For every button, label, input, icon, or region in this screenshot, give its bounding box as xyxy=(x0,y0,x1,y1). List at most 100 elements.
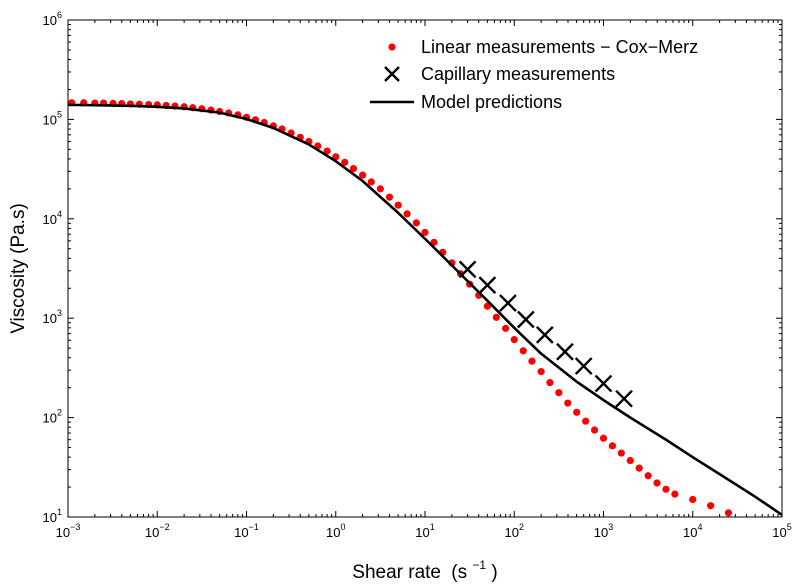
x-tick-base: 10 xyxy=(772,525,786,540)
linear-measurement-point xyxy=(617,449,625,457)
y-tick-exp: 4 xyxy=(57,209,62,219)
legend-entry-capillary: Capillary measurements xyxy=(384,64,615,84)
x-tick-exp: −3 xyxy=(70,522,80,532)
x-axis-label-unit-exp: −1 xyxy=(472,558,486,572)
x-tick-exp: 4 xyxy=(697,522,702,532)
y-tick-base: 10 xyxy=(43,311,57,326)
linear-measurement-point xyxy=(349,164,358,173)
y-tick-exp: 5 xyxy=(57,109,62,119)
legend: Linear measurements − Cox−Merz Capillary… xyxy=(370,37,698,112)
x-tick-exp: 1 xyxy=(430,522,435,532)
x-tick-exp: 2 xyxy=(519,522,524,532)
y-tick-label: 103 xyxy=(43,308,62,326)
legend-label-linear: Linear measurements − Cox−Merz xyxy=(421,37,698,57)
x-axis-label-main: Shear rate xyxy=(352,562,441,583)
x-tick-base: 10 xyxy=(594,525,608,540)
linear-measurement-point xyxy=(671,490,679,498)
capillary-measurement-point xyxy=(556,342,574,361)
legend-label-capillary: Capillary measurements xyxy=(421,64,615,84)
capillary-measurement-point xyxy=(594,374,613,393)
y-axis-label: Viscosity (Pa.s) xyxy=(8,203,29,334)
x-tick-base: 10 xyxy=(234,525,248,540)
linear-measurement-point xyxy=(421,228,429,236)
x-tick-label: 10−1 xyxy=(234,522,259,540)
linear-measurement-point xyxy=(546,378,554,387)
capillary-measurement-point xyxy=(499,294,517,312)
y-tick-label: 105 xyxy=(43,109,62,127)
x-tick-label: 103 xyxy=(594,522,613,540)
linear-measurement-point xyxy=(564,399,572,407)
linear-measurement-point xyxy=(341,158,349,166)
y-tick-base: 10 xyxy=(43,411,57,426)
x-tick-base: 10 xyxy=(326,525,340,540)
x-tick-label: 10−3 xyxy=(56,522,81,540)
y-tick-base: 10 xyxy=(43,212,57,227)
linear-measurement-point xyxy=(528,357,536,365)
capillary-measurement-point xyxy=(517,310,535,329)
x-tick-exp: 5 xyxy=(787,522,792,532)
linear-measurement-point xyxy=(376,185,384,193)
y-tick-base: 10 xyxy=(43,13,57,28)
linear-measurement-point xyxy=(635,464,643,472)
x-tick-label: 101 xyxy=(415,522,434,540)
legend-marker-cross xyxy=(384,66,400,82)
y-tick-exp: 3 xyxy=(57,308,62,318)
legend-cross-glyph xyxy=(384,66,400,82)
tick-labels: 10−3 10−2 10−1 100 101 102 103 104 1051011021031… xyxy=(43,10,792,540)
x-tick-base: 10 xyxy=(505,525,519,540)
linear-measurement-point xyxy=(323,147,331,155)
x-tick-exp: 3 xyxy=(608,522,613,532)
linear-measurement-point xyxy=(582,417,590,425)
x-tick-label: 104 xyxy=(683,522,702,540)
linear-measurement-point xyxy=(662,485,670,493)
y-tick-exp: 1 xyxy=(57,507,62,517)
linear-measurement-point xyxy=(510,335,518,344)
y-tick-base: 10 xyxy=(43,112,57,127)
linear-measurement-point xyxy=(689,495,697,504)
x-axis-label-unit-close: ) xyxy=(491,562,497,583)
y-tick-label: 106 xyxy=(43,10,62,28)
linear-measurement-point xyxy=(644,472,652,480)
linear-measurement-point xyxy=(626,456,634,465)
linear-measurement-point xyxy=(707,502,715,510)
legend-entry-model: Model predictions xyxy=(370,92,562,112)
capillary-measurement-point xyxy=(478,276,497,295)
y-tick-base: 10 xyxy=(43,510,57,525)
capillary-measurement-point xyxy=(574,357,593,375)
y-tick-label: 104 xyxy=(43,209,62,227)
linear-measurement-point xyxy=(385,193,394,201)
linear-measurement-point xyxy=(608,442,617,450)
linear-measurement-point xyxy=(394,201,402,209)
y-tick-exp: 6 xyxy=(57,10,62,20)
x-tick-base: 10 xyxy=(145,525,159,540)
x-tick-label: 105 xyxy=(772,522,791,540)
linear-measurement-point xyxy=(492,313,500,321)
x-tick-label: 102 xyxy=(505,522,524,540)
x-tick-label: 100 xyxy=(326,522,345,540)
linear-measurement-point xyxy=(724,509,733,517)
y-tick-label: 101 xyxy=(43,507,62,525)
linear-measurement-point xyxy=(412,219,420,227)
plot-content xyxy=(67,99,783,517)
linear-measurement-point xyxy=(653,479,661,487)
linear-measurement-point xyxy=(599,434,608,442)
x-axis-label: Shear rate (s −1 ) xyxy=(352,553,497,583)
linear-measurement-point xyxy=(573,408,581,416)
legend-marker-dot xyxy=(388,43,396,51)
linear-measurement-point xyxy=(403,210,411,218)
capillary-measurement-point xyxy=(615,389,633,408)
capillary-measurement-point xyxy=(535,326,554,344)
linear-measurement-point xyxy=(537,368,545,376)
linear-measurement-point xyxy=(502,324,510,332)
x-axis-label-unit: (s xyxy=(451,562,467,583)
axis-ticks xyxy=(67,19,783,518)
linear-measurement-point xyxy=(359,171,367,179)
x-tick-exp: −1 xyxy=(249,522,259,532)
linear-measurement-point xyxy=(483,302,491,310)
x-tick-base: 10 xyxy=(56,525,70,540)
linear-measurement-point xyxy=(519,347,527,355)
x-tick-base: 10 xyxy=(415,525,429,540)
model-prediction-line xyxy=(67,103,783,516)
x-tick-label: 10−2 xyxy=(145,522,170,540)
capillary-measurement-point xyxy=(458,260,477,279)
